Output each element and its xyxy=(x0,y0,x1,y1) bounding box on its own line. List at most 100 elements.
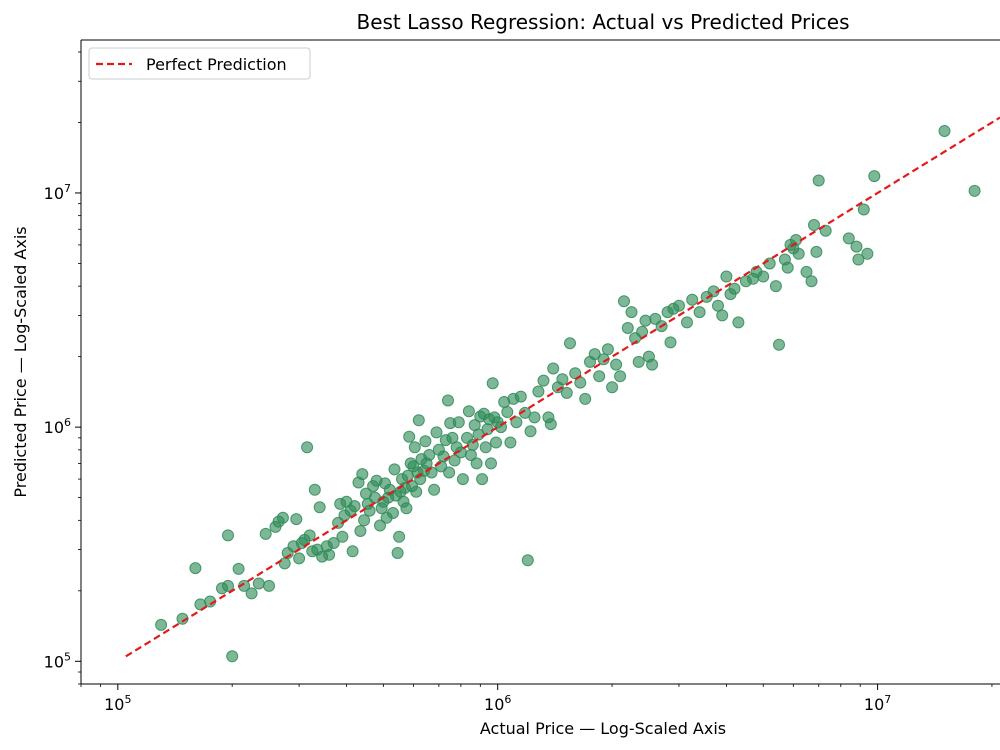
data-point xyxy=(303,529,316,542)
data-point xyxy=(391,547,404,559)
data-point xyxy=(490,436,502,449)
data-point xyxy=(720,270,733,283)
x-tick-label: 105 xyxy=(104,693,131,714)
data-point xyxy=(805,275,818,288)
data-point xyxy=(276,511,289,524)
legend-label: Perfect Prediction xyxy=(146,55,287,74)
data-point xyxy=(348,500,361,513)
data-point xyxy=(532,385,545,398)
data-point xyxy=(556,373,569,386)
data-point xyxy=(861,247,874,260)
y-tick-label: 106 xyxy=(44,416,71,437)
data-point xyxy=(618,295,630,308)
data-point xyxy=(363,504,376,517)
data-point xyxy=(388,463,401,476)
data-point xyxy=(968,184,981,197)
ticks-layer: 105 106 107 105 106 107 xyxy=(44,51,993,714)
data-point xyxy=(443,466,456,479)
data-point xyxy=(222,529,234,542)
data-point xyxy=(716,309,729,322)
data-point xyxy=(528,411,541,424)
data-point xyxy=(857,203,870,216)
data-point xyxy=(189,562,202,575)
data-point xyxy=(781,261,794,274)
data-point xyxy=(601,343,614,356)
data-point xyxy=(301,441,314,454)
data-point xyxy=(812,174,825,187)
y-tick-label: 105 xyxy=(44,650,71,671)
data-point xyxy=(732,316,745,329)
data-point xyxy=(757,270,770,283)
data-point xyxy=(327,537,340,549)
data-point xyxy=(410,485,423,498)
data-point xyxy=(664,336,677,349)
data-point xyxy=(290,513,303,526)
data-point xyxy=(485,457,497,470)
data-point xyxy=(419,435,432,448)
data-point xyxy=(430,426,443,439)
data-point xyxy=(792,247,805,260)
data-point xyxy=(428,483,441,496)
data-point xyxy=(521,554,534,567)
reference-line-layer xyxy=(125,116,1000,658)
data-point xyxy=(610,358,623,371)
data-point xyxy=(646,358,659,371)
chart-title: Best Lasso Regression: Actual vs Predict… xyxy=(356,10,849,34)
data-point xyxy=(442,394,454,407)
data-point xyxy=(356,468,369,481)
data-point xyxy=(155,618,168,631)
data-point xyxy=(632,355,645,368)
data-point xyxy=(504,436,517,449)
data-point xyxy=(412,414,425,427)
data-point xyxy=(400,502,413,515)
data-point xyxy=(393,530,406,543)
data-point xyxy=(226,650,239,663)
data-point xyxy=(293,552,306,565)
data-point xyxy=(639,314,652,327)
data-point xyxy=(808,219,820,231)
data-point xyxy=(462,405,475,418)
data-point xyxy=(579,392,592,405)
data-point xyxy=(437,450,450,463)
data-point xyxy=(773,338,785,351)
data-point xyxy=(479,441,492,454)
legend-box xyxy=(88,47,311,80)
data-point xyxy=(452,416,465,429)
data-point xyxy=(354,525,367,537)
data-point xyxy=(486,377,499,390)
y-tick-label: 107 xyxy=(44,182,71,203)
data-point xyxy=(544,418,557,431)
x-axis-label: Actual Price — Log-Scaled Axis xyxy=(480,719,726,738)
data-point xyxy=(374,519,386,532)
data-point xyxy=(588,348,601,361)
points-layer xyxy=(155,125,981,663)
data-point xyxy=(850,240,863,253)
axes xyxy=(80,39,1000,685)
data-point xyxy=(625,306,638,319)
data-point xyxy=(606,381,619,394)
data-point xyxy=(476,473,489,486)
data-point xyxy=(769,280,782,293)
data-point xyxy=(403,430,416,443)
data-point xyxy=(510,416,523,429)
data-point xyxy=(245,587,258,600)
data-point xyxy=(763,257,776,270)
data-point xyxy=(336,530,349,543)
data-point xyxy=(408,441,421,454)
data-point xyxy=(621,322,634,334)
data-point xyxy=(614,370,627,383)
data-point xyxy=(252,577,265,590)
data-point xyxy=(387,507,399,519)
data-point xyxy=(693,306,706,319)
data-point xyxy=(673,299,685,312)
data-point xyxy=(456,473,469,486)
data-point xyxy=(222,579,234,592)
data-point xyxy=(524,425,537,438)
data-point xyxy=(346,545,359,558)
data-point xyxy=(308,483,321,496)
y-axis-label: Predicted Price — Log-Scaled Axis xyxy=(11,226,30,497)
legend: Perfect Prediction xyxy=(88,47,311,80)
data-point xyxy=(537,374,550,387)
data-point xyxy=(547,362,560,375)
